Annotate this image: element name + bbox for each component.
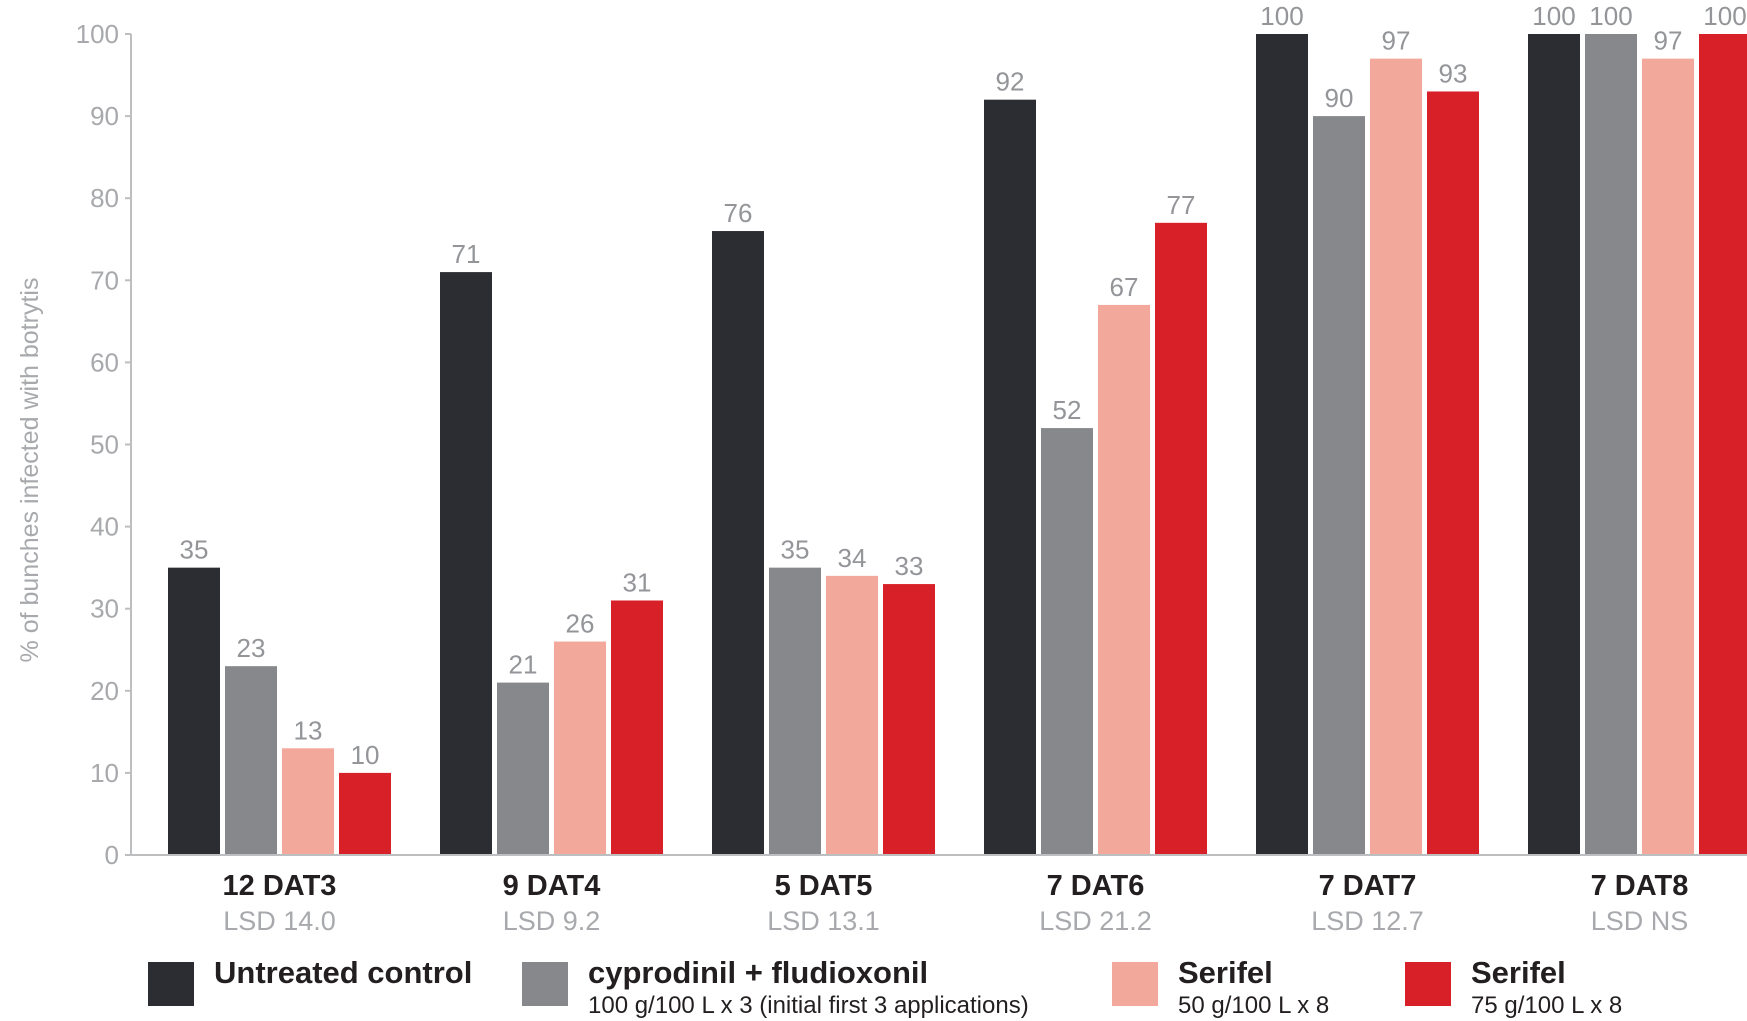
data-label: 93 [1439,58,1468,88]
y-tick-label: 0 [105,840,119,870]
bar [497,682,549,855]
bar [1585,34,1637,855]
bar [1155,222,1207,855]
data-label: 77 [1167,190,1196,220]
data-label: 34 [838,543,867,573]
data-label: 90 [1325,83,1354,113]
bar [554,641,606,855]
y-tick-label: 20 [90,676,119,706]
x-tick-label: 7 DAT6 [1047,870,1145,902]
x-tick-label: 5 DAT5 [775,870,873,902]
bar [883,584,935,855]
y-tick-label: 90 [90,101,119,131]
data-label: 10 [351,740,380,770]
bar [1313,116,1365,856]
bar [1256,34,1308,855]
data-label: 35 [180,535,209,565]
legend-swatch [522,962,568,1006]
x-tick-sublabel: LSD 12.7 [1311,906,1424,936]
data-label: 23 [237,633,266,663]
data-label: 100 [1589,1,1632,31]
data-label: 100 [1532,1,1575,31]
data-label: 31 [623,567,652,597]
data-label: 76 [724,198,753,228]
legend-label: Untreated control [214,955,472,990]
bar [1041,428,1093,855]
bar [1370,58,1422,855]
legend-note: 75 g/100 L x 8 [1471,992,1622,1019]
y-tick-label: 100 [76,19,119,49]
x-tick-sublabel: LSD 13.1 [767,906,880,936]
x-tick-sublabel: LSD 21.2 [1039,906,1152,936]
bar [1427,91,1479,856]
bar [1528,34,1580,855]
data-label: 21 [509,650,538,680]
y-tick-label: 60 [90,347,119,377]
bar [826,575,878,855]
bars-group: 35 23 13 10 71 21 26 31 76 35 34 33 92 52 67 77 100 90 97 9… [168,1,1747,856]
data-label: 35 [781,535,810,565]
data-label: 26 [566,609,595,639]
bar [168,567,220,855]
bar [282,748,334,855]
x-tick-label: 9 DAT4 [503,870,601,902]
legend-label: Serifel [1178,955,1273,990]
data-label: 97 [1382,26,1411,56]
data-label: 67 [1110,272,1139,302]
bar [440,272,492,856]
y-axis: 0 10 20 30 40 50 60 70 80 90 100 % of bunches infec… [16,19,132,870]
x-tick-label: 7 DAT8 [1591,870,1689,902]
y-tick-label: 80 [90,183,119,213]
x-tick-label: 7 DAT7 [1319,870,1417,902]
legend-label: Serifel [1471,955,1566,990]
legend: Untreated control cyprodinil + fludioxoni… [148,955,1622,1019]
y-tick-label: 10 [90,758,119,788]
data-label: 33 [895,551,924,581]
bar [769,567,821,855]
data-label: 92 [996,67,1025,97]
data-label: 100 [1260,1,1303,31]
legend-swatch [148,962,194,1006]
x-tick-sublabel: LSD 9.2 [503,906,601,936]
y-axis-label: % of bunches infected with botrytis [16,278,44,663]
bar [984,99,1036,856]
bar [1642,58,1694,855]
y-tick-label: 70 [90,265,119,295]
x-axis: 12 DAT3 LSD 14.0 9 DAT4 LSD 9.2 5 DAT5 LSD 13… [131,854,1747,936]
legend-swatch [1405,962,1451,1006]
bar [712,231,764,856]
bar [225,666,277,855]
y-tick-label: 30 [90,594,119,624]
data-label: 13 [294,715,323,745]
bar [1098,304,1150,855]
x-tick-sublabel: LSD 14.0 [223,906,336,936]
y-tick-label: 40 [90,512,119,542]
data-label: 52 [1053,395,1082,425]
bar [611,600,663,855]
legend-label: cyprodinil + fludioxonil [588,955,928,990]
y-tick-label: 50 [90,430,119,460]
bar [1699,34,1747,855]
data-label: 71 [452,239,481,269]
legend-swatch [1112,962,1158,1006]
legend-note: 50 g/100 L x 8 [1178,992,1329,1019]
x-tick-label: 12 DAT3 [223,870,337,902]
x-tick-sublabel: LSD NS [1591,906,1689,936]
data-label: 97 [1654,26,1683,56]
legend-note: 100 g/100 L x 3 (initial first 3 applica… [588,992,1029,1019]
data-label: 100 [1703,1,1746,31]
bar [339,772,391,855]
